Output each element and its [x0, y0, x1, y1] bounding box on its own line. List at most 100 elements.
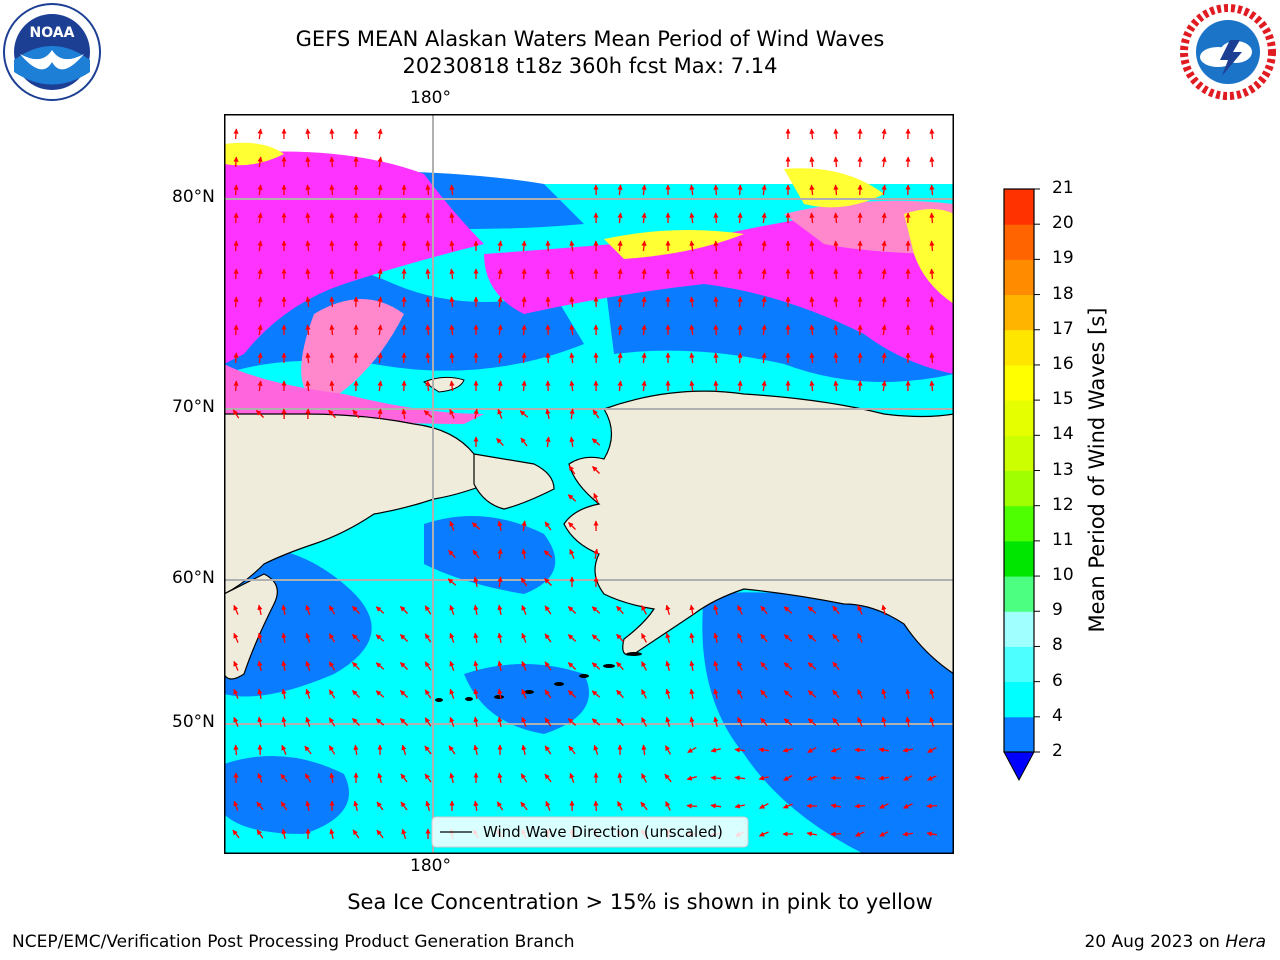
wave-arrow	[713, 660, 719, 672]
wave-arrow	[329, 128, 335, 140]
wave-arrow	[305, 688, 311, 699]
wave-arrow	[713, 688, 719, 700]
wave-arrow	[929, 156, 935, 168]
wave-arrow	[449, 268, 455, 280]
wave-arrow	[233, 660, 239, 671]
colorbar-under-arrow	[1003, 751, 1035, 782]
wave-arrow	[233, 128, 239, 140]
colorbar	[1003, 188, 1040, 782]
wave-arrow	[737, 605, 743, 615]
aleutian-islands	[435, 652, 642, 702]
wave-arrow	[833, 380, 839, 392]
wave-arrow	[329, 212, 335, 224]
wave-arrow	[424, 633, 432, 643]
wave-arrow	[782, 803, 793, 809]
wave-arrow	[737, 240, 743, 252]
wave-arrow	[830, 747, 841, 753]
wave-arrow	[449, 716, 455, 727]
wave-arrow	[857, 352, 863, 364]
wave-arrow	[400, 801, 408, 811]
wave-arrow	[305, 240, 311, 252]
footer-host: Hera	[1225, 932, 1266, 952]
wave-arrow	[376, 829, 384, 839]
wave-arrow	[520, 773, 528, 783]
wave-arrow	[521, 324, 527, 336]
wave-arrow	[689, 212, 695, 224]
map-legend: Wind Wave Direction (unscaled)	[431, 816, 749, 848]
wave-arrow	[473, 744, 479, 756]
wave-arrow	[497, 632, 503, 644]
wave-arrow	[881, 352, 887, 364]
wave-arrow	[521, 352, 527, 364]
wave-arrow	[377, 240, 383, 252]
wave-arrow	[377, 268, 383, 280]
wave-arrow	[641, 605, 647, 615]
wave-arrow	[761, 324, 767, 336]
wave-arrow	[305, 268, 311, 280]
wave-arrow	[641, 773, 647, 783]
wave-arrow	[689, 604, 695, 616]
colorbar-tick-label: 2	[1052, 741, 1063, 761]
wave-arrow	[760, 661, 768, 671]
wave-arrow	[520, 437, 528, 447]
nws-logo-icon	[1180, 4, 1276, 100]
wave-arrow	[233, 296, 239, 308]
wave-arrow	[473, 576, 479, 588]
wave-arrow	[377, 128, 383, 140]
wave-arrow	[713, 184, 719, 196]
wave-arrow	[569, 352, 575, 364]
wave-arrow	[545, 296, 551, 308]
wave-arrow	[544, 605, 552, 615]
wave-arrow	[737, 689, 743, 699]
wave-arrow	[401, 408, 407, 419]
wave-arrow	[713, 268, 719, 280]
wave-arrow	[497, 548, 503, 560]
wave-arrow	[352, 717, 360, 727]
wave-arrow	[497, 380, 503, 392]
wave-arrow	[641, 661, 647, 671]
wave-arrow	[783, 718, 793, 726]
lat-label-70: 70°N	[172, 397, 215, 417]
wave-arrow	[665, 716, 671, 727]
wave-arrow	[377, 352, 383, 364]
wave-arrow	[833, 128, 839, 140]
wave-arrow	[664, 773, 672, 783]
wave-arrow	[497, 660, 503, 672]
wave-arrow	[737, 717, 743, 727]
wave-arrow	[617, 212, 623, 224]
wave-arrow	[761, 212, 767, 224]
wave-arrow	[304, 773, 312, 783]
wave-arrow	[686, 775, 697, 781]
wave-arrow	[401, 296, 407, 308]
wave-arrow	[569, 380, 575, 392]
wave-arrow	[689, 716, 695, 728]
wave-arrow	[401, 744, 407, 755]
wave-arrow	[902, 747, 914, 753]
wave-arrow	[449, 632, 455, 643]
colorbar-cell	[1004, 329, 1034, 366]
wave-arrow	[328, 745, 336, 755]
wave-arrow	[544, 633, 552, 643]
wave-arrow	[305, 604, 311, 615]
wave-arrow	[689, 352, 695, 364]
wave-arrow	[425, 296, 431, 308]
wave-arrow	[641, 744, 647, 756]
wave-arrow	[424, 661, 432, 671]
wave-arrow	[929, 352, 935, 364]
wave-arrow	[665, 688, 671, 699]
wave-arrow	[809, 296, 815, 308]
wave-arrow	[425, 800, 431, 811]
wave-arrow	[881, 240, 887, 252]
wave-arrow	[449, 240, 455, 252]
colorbar-tick-label: 14	[1052, 424, 1074, 445]
wave-arrow	[567, 494, 577, 502]
lat-label-60: 60°N	[172, 568, 215, 588]
wave-arrow	[544, 745, 552, 755]
wave-arrow	[689, 296, 695, 308]
wave-arrow	[807, 690, 817, 698]
colorbar-cell	[1004, 505, 1034, 542]
wave-arrow	[617, 184, 623, 196]
wave-arrow	[758, 775, 770, 781]
wave-arrow	[567, 718, 577, 726]
wave-arrow	[544, 578, 552, 586]
